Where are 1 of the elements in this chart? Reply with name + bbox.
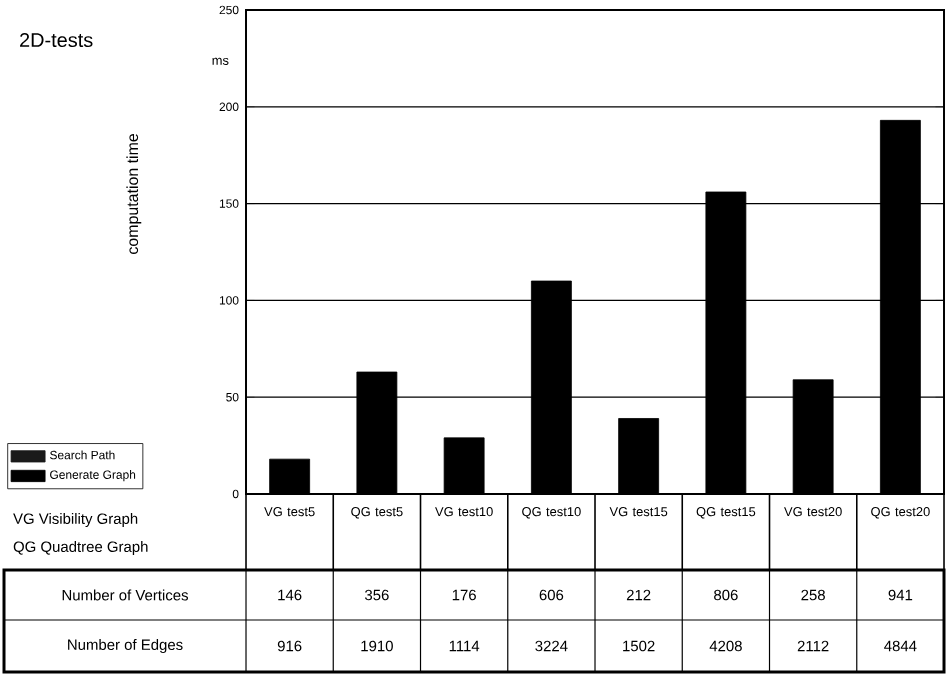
text: 2D-tests bbox=[20, 32, 93, 48]
